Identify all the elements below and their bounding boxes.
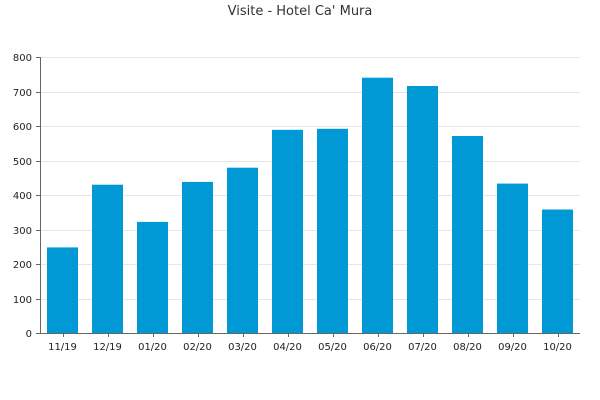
y-tick-label: 0	[26, 329, 32, 340]
bar-11-19	[47, 247, 78, 333]
bar-01-20	[137, 221, 168, 333]
x-tick-label: 12/19	[93, 342, 122, 353]
y-tick-label: 700	[13, 88, 32, 99]
x-tick-label: 03/20	[228, 342, 257, 353]
y-tick-label: 800	[13, 53, 32, 64]
bar-08-20	[452, 136, 483, 333]
bar-07-20	[407, 86, 438, 333]
x-tick-label: 09/20	[498, 342, 527, 353]
bars	[47, 77, 573, 333]
bar-12-19	[92, 184, 123, 333]
x-tick-labels: 11/19 12/19 01/20 02/20 03/20 04/20 05/20 06/20…	[48, 342, 572, 353]
bar-05-20	[317, 128, 348, 333]
y-tick-label: 500	[13, 157, 32, 168]
x-tick-label: 08/20	[453, 342, 482, 353]
x-tick-label: 11/19	[48, 342, 77, 353]
y-tick-labels: 0 100 200 300 400 500 600 700 800	[13, 53, 32, 340]
axes	[36, 57, 580, 337]
chart-title: Visite - Hotel Ca' Mura	[228, 4, 373, 19]
y-tick-label: 600	[13, 122, 32, 133]
x-tick-label: 07/20	[408, 342, 437, 353]
x-tick-label: 01/20	[138, 342, 167, 353]
bar-09-20	[497, 183, 528, 333]
bar-03-20	[227, 167, 258, 333]
y-tick-label: 300	[13, 226, 32, 237]
y-tick-label: 200	[13, 260, 32, 271]
y-tick-label: 100	[13, 295, 32, 306]
x-tick-label: 05/20	[318, 342, 347, 353]
bar-02-20	[182, 181, 213, 333]
bar-04-20	[272, 129, 303, 333]
x-tick-label: 06/20	[363, 342, 392, 353]
x-tick-label: 04/20	[273, 342, 302, 353]
bar-06-20	[362, 77, 393, 333]
bar-10-20	[542, 209, 573, 333]
x-tick-label: 02/20	[183, 342, 212, 353]
gridlines	[40, 57, 580, 300]
x-tick-label: 10/20	[543, 342, 572, 353]
y-tick-label: 400	[13, 191, 32, 202]
